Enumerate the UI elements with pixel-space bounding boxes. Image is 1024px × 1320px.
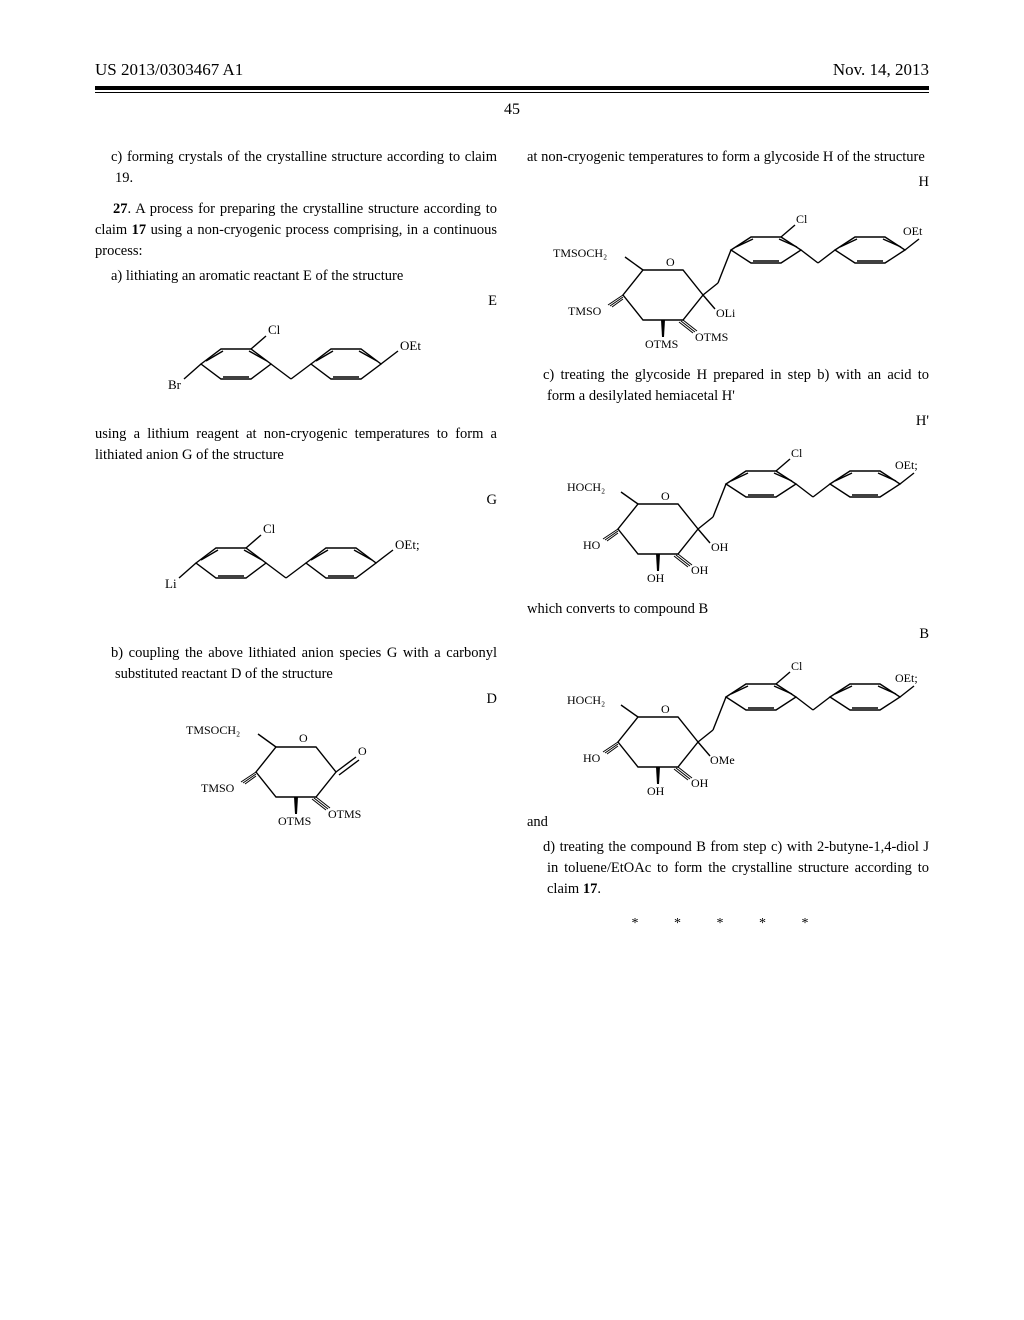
svg-text:O: O	[666, 255, 675, 269]
structure-label-B: B	[527, 624, 929, 645]
claim27-item-a: a) lithiating an aromatic reactant E of …	[95, 266, 497, 287]
claim-item-c: c) forming crystals of the crystalline s…	[95, 147, 497, 189]
svg-text:Cl: Cl	[268, 322, 281, 337]
svg-text:O: O	[661, 489, 670, 503]
svg-text:OTMS: OTMS	[695, 330, 728, 344]
structure-H: TMSOCH₂ O TMSO OTMS OTMS OLi Cl OEt	[527, 195, 929, 355]
right-column: at non-cryogenic temperatures to form a …	[527, 143, 929, 934]
svg-text:TMSO: TMSO	[201, 781, 235, 795]
structure-label-Hprime: H'	[527, 411, 929, 432]
svg-text:OEt: OEt	[400, 338, 421, 353]
svg-text:TMSO: TMSO	[568, 304, 602, 318]
svg-text:OMe: OMe	[710, 753, 735, 767]
header-rule-1	[95, 86, 929, 90]
svg-text:OEt: OEt	[903, 224, 923, 238]
svg-text:OH: OH	[711, 540, 729, 554]
svg-text:O: O	[358, 744, 367, 758]
svg-text:OTMS: OTMS	[645, 337, 678, 351]
patent-number: US 2013/0303467 A1	[95, 60, 243, 80]
svg-text:OEt;: OEt;	[895, 671, 918, 685]
page-header: US 2013/0303467 A1 Nov. 14, 2013	[95, 60, 929, 80]
svg-text:O: O	[661, 702, 670, 716]
left-column: c) forming crystals of the crystalline s…	[95, 143, 497, 934]
structure-E: Br Cl OEt	[95, 314, 497, 414]
svg-text:Cl: Cl	[796, 212, 808, 226]
right-intro: at non-cryogenic temperatures to form a …	[527, 147, 929, 168]
svg-text:HOCH₂: HOCH₂	[567, 480, 605, 494]
claim27-item-d: d) treating the compound B from step c) …	[527, 837, 929, 900]
end-asterisks: * * * * *	[527, 914, 929, 934]
and-text: and	[527, 812, 929, 833]
svg-text:OH: OH	[691, 563, 709, 577]
svg-text:OTMS: OTMS	[328, 807, 361, 821]
structure-label-G: G	[95, 490, 497, 511]
svg-text:TMSOCH₂: TMSOCH₂	[553, 246, 607, 260]
publication-date: Nov. 14, 2013	[833, 60, 929, 80]
svg-text:Cl: Cl	[791, 659, 803, 673]
structure-Hprime: HOCH₂ O HO OH OH OH Cl OEt;	[527, 434, 929, 589]
structure-D: TMSOCH₂ O O TMSO OTMS OTMS	[95, 712, 497, 832]
header-rule-2	[95, 92, 929, 93]
svg-text:OLi: OLi	[716, 306, 736, 320]
svg-text:Cl: Cl	[791, 446, 803, 460]
converts-text: which converts to compound B	[527, 599, 929, 620]
claim27-item-b: b) coupling the above lithiated anion sp…	[95, 643, 497, 685]
svg-text:OH: OH	[647, 784, 665, 798]
structure-B: HOCH₂ O HO OH OH OMe Cl OEt;	[527, 647, 929, 802]
svg-text:OH: OH	[691, 776, 709, 790]
page-number: 45	[95, 101, 929, 119]
svg-text:OTMS: OTMS	[278, 814, 311, 828]
structure-G: Li Cl OEt;	[95, 513, 497, 613]
page-root: US 2013/0303467 A1 Nov. 14, 2013 45 c) f…	[0, 0, 1024, 974]
svg-text:OH: OH	[647, 571, 665, 585]
svg-text:Li: Li	[165, 576, 177, 591]
svg-text:HO: HO	[583, 751, 601, 765]
claim-27-number: 27	[113, 201, 128, 217]
structure-label-E: E	[95, 291, 497, 312]
svg-text:OEt;: OEt;	[395, 537, 420, 552]
svg-text:Br: Br	[168, 377, 182, 392]
svg-text:HO: HO	[583, 538, 601, 552]
svg-text:O: O	[299, 731, 308, 745]
svg-text:OEt;: OEt;	[895, 458, 918, 472]
structure-label-D: D	[95, 689, 497, 710]
svg-text:Cl: Cl	[263, 521, 276, 536]
structure-label-H: H	[527, 172, 929, 193]
claim-27-text: . A process for preparing the crystallin…	[95, 201, 497, 259]
claim-27-body: 27. A process for preparing the crystall…	[95, 199, 497, 262]
two-column-layout: c) forming crystals of the crystalline s…	[95, 143, 929, 934]
after-E-text: using a lithium reagent at non-cryogenic…	[95, 424, 497, 466]
svg-text:TMSOCH₂: TMSOCH₂	[186, 723, 240, 737]
svg-text:HOCH₂: HOCH₂	[567, 693, 605, 707]
claim27-item-c-right: c) treating the glycoside H prepared in …	[527, 365, 929, 407]
